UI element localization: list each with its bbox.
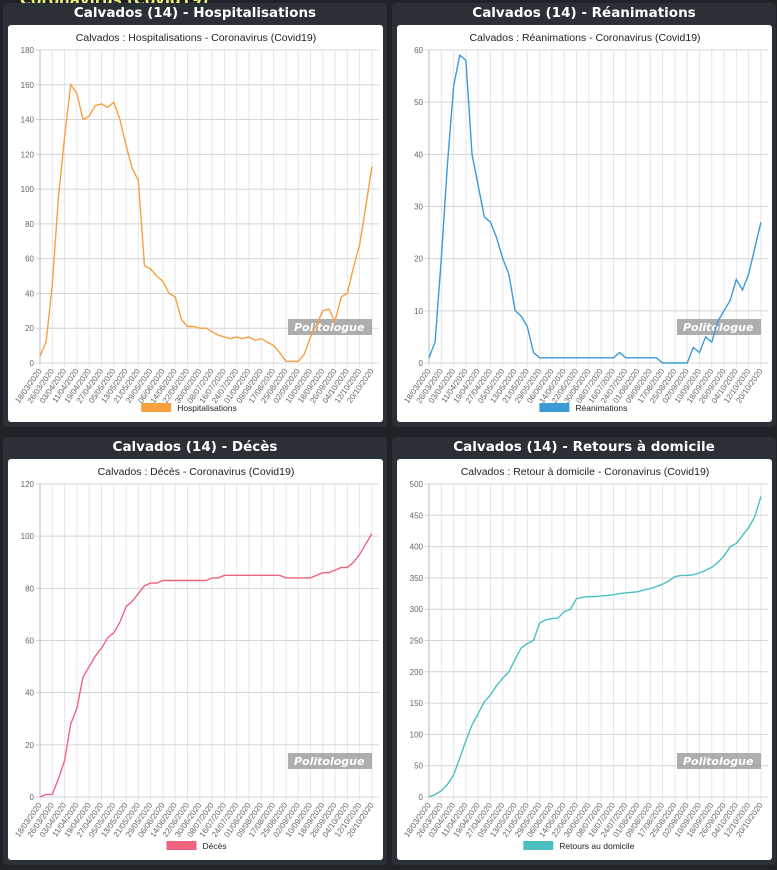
legend-label: Réanimations (575, 403, 627, 413)
panel-reanimations: Calvados (14) - Réanimations Calvados : … (392, 3, 776, 427)
series-line (428, 496, 762, 798)
y-tick-label: 450 (410, 511, 424, 520)
deces-chart: Calvados : Décès - Coronavirus (Covid19)… (13, 466, 379, 851)
watermark-box (288, 319, 372, 335)
chart-title: Calvados : Retour à domicile - Coronavir… (461, 466, 710, 478)
y-tick-label: 40 (414, 150, 423, 159)
y-tick-label: 0 (30, 793, 35, 802)
y-tick-label: 20 (25, 741, 34, 750)
watermark-box (288, 753, 372, 769)
y-tick-label: 0 (30, 359, 35, 368)
y-tick-label: 20 (25, 324, 34, 333)
watermark-text: Politologue (683, 755, 754, 768)
y-tick-label: 250 (410, 637, 424, 646)
y-tick-label: 10 (414, 307, 423, 316)
y-tick-label: 50 (414, 98, 423, 107)
y-tick-label: 300 (410, 605, 424, 614)
legend-swatch (166, 841, 197, 850)
y-tick-label: 150 (410, 699, 424, 708)
y-tick-label: 0 (419, 793, 424, 802)
legend-label: Retours au domicile (559, 841, 634, 851)
watermark-box (677, 319, 761, 335)
chart-title: Calvados : Hospitalisations - Coronaviru… (76, 32, 316, 44)
panel-header: Calvados (14) - Décès (112, 439, 278, 455)
y-tick-label: 400 (410, 543, 424, 552)
chart-title: Calvados : Réanimations - Coronavirus (C… (469, 32, 700, 44)
y-tick-label: 60 (414, 46, 423, 55)
panel-header: Calvados (14) - Hospitalisations (73, 5, 317, 21)
legend-label: Hospitalisations (177, 403, 237, 413)
y-tick-label: 80 (25, 220, 34, 229)
watermark-text: Politologue (683, 321, 754, 334)
y-tick-label: 180 (21, 46, 35, 55)
y-tick-label: 20 (414, 255, 423, 264)
watermark-text: Politologue (294, 321, 365, 334)
watermark-box (677, 753, 761, 769)
watermark-text: Politologue (294, 755, 365, 768)
panel-header: Calvados (14) - Retours à domicile (453, 439, 715, 455)
y-tick-label: 40 (25, 689, 34, 698)
legend-swatch (141, 403, 172, 412)
y-tick-label: 30 (414, 203, 423, 212)
y-tick-label: 120 (21, 150, 35, 159)
panel-retours-domicile: Calvados (14) - Retours à domicile Calva… (392, 437, 776, 865)
y-tick-label: 80 (25, 584, 34, 593)
y-tick-label: 120 (21, 480, 35, 489)
y-tick-label: 40 (25, 289, 34, 298)
y-tick-label: 140 (21, 116, 35, 125)
retours-domicile-chart: Calvados : Retour à domicile - Coronavir… (402, 466, 768, 851)
y-tick-label: 100 (21, 185, 35, 194)
y-tick-label: 100 (410, 730, 424, 739)
y-tick-label: 160 (21, 81, 35, 90)
panel-hospitalisations: Calvados (14) - Hospitalisations Calvado… (3, 3, 387, 427)
panel-header: Calvados (14) - Réanimations (472, 5, 696, 21)
y-tick-label: 100 (21, 532, 35, 541)
legend-swatch (523, 841, 554, 850)
y-tick-label: 350 (410, 574, 424, 583)
y-tick-label: 0 (419, 359, 424, 368)
legend-swatch (539, 403, 570, 412)
y-tick-label: 60 (25, 255, 34, 264)
y-tick-label: 200 (410, 668, 424, 677)
chart-title: Calvados : Décès - Coronavirus (Covid19) (98, 466, 295, 478)
y-tick-label: 500 (410, 480, 424, 489)
hospitalisations-chart: Calvados : Hospitalisations - Coronaviru… (13, 32, 379, 413)
legend-label: Décès (203, 841, 227, 851)
panel-deces: Calvados (14) - Décès Calvados : Décès -… (3, 437, 387, 865)
reanimations-chart: Calvados : Réanimations - Coronavirus (C… (402, 32, 768, 413)
y-tick-label: 50 (414, 762, 423, 771)
series-line (428, 53, 762, 364)
y-tick-label: 60 (25, 637, 34, 646)
